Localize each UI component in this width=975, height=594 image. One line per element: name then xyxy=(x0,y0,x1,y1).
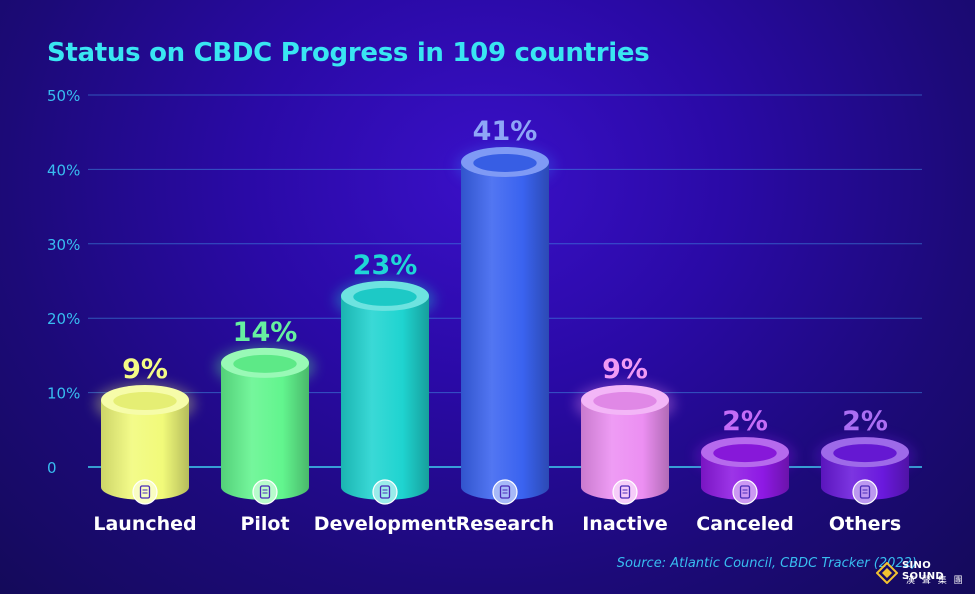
bar-body xyxy=(461,161,549,500)
document-icon xyxy=(612,479,638,505)
value-label: 41% xyxy=(473,116,538,147)
y-tick-label: 0 xyxy=(47,459,57,477)
category-label: Pilot xyxy=(240,513,289,535)
bar-body xyxy=(221,362,309,500)
value-label: 2% xyxy=(722,406,768,437)
bar-top-inner xyxy=(233,354,297,373)
category-label: Research xyxy=(456,513,555,535)
value-label: 14% xyxy=(233,317,298,348)
rocket-icon xyxy=(132,479,158,505)
bar-inactive: 9% xyxy=(575,354,675,500)
bar-research: 41% xyxy=(455,116,555,500)
bar-top-inner xyxy=(713,444,777,463)
bar-development: 23% xyxy=(335,250,435,500)
value-label: 9% xyxy=(602,354,648,385)
bar-body xyxy=(341,295,429,500)
bar-top-inner xyxy=(833,444,897,463)
presentation-icon xyxy=(252,479,278,505)
y-tick-label: 40% xyxy=(47,161,80,179)
chart-title: Status on CBDC Progress in 109 countries xyxy=(47,38,650,68)
category-label: Launched xyxy=(93,513,196,535)
bar-body xyxy=(101,400,189,500)
bar-top-inner xyxy=(353,287,417,306)
category-label: Inactive xyxy=(582,513,668,535)
bar-pilot: 14% xyxy=(215,317,315,500)
category-label: Canceled xyxy=(696,513,793,535)
brand-logo: SINO SOUND 漢 聲 集 團 xyxy=(876,558,972,588)
bar-top-inner xyxy=(473,153,537,172)
y-tick-label: 30% xyxy=(47,236,80,254)
y-tick-label: 50% xyxy=(47,87,80,105)
bar-others: 2% xyxy=(815,406,915,500)
brand-subtitle: 漢 聲 集 團 xyxy=(906,576,965,586)
bar-canceled: 2% xyxy=(695,406,795,500)
value-label: 9% xyxy=(122,354,168,385)
y-tick-label: 20% xyxy=(47,310,80,328)
value-label: 2% xyxy=(842,406,888,437)
research-icon xyxy=(492,479,518,505)
bar-launched: 9% xyxy=(95,354,195,500)
category-label: Others xyxy=(829,513,901,535)
category-label: Development xyxy=(314,513,456,535)
recycle-icon xyxy=(852,479,878,505)
cancel-document-icon xyxy=(732,479,758,505)
bar-body xyxy=(581,400,669,500)
brand-mark-icon xyxy=(876,562,898,584)
value-label: 23% xyxy=(353,250,418,281)
source-note: Source: Atlantic Council, CBDC Tracker (… xyxy=(616,556,917,571)
bar-top-inner xyxy=(593,392,657,411)
y-tick-label: 10% xyxy=(47,385,80,403)
brand-name: SINO SOUND xyxy=(902,560,944,582)
clipboard-icon xyxy=(372,479,398,505)
bar-top-inner xyxy=(113,392,177,411)
